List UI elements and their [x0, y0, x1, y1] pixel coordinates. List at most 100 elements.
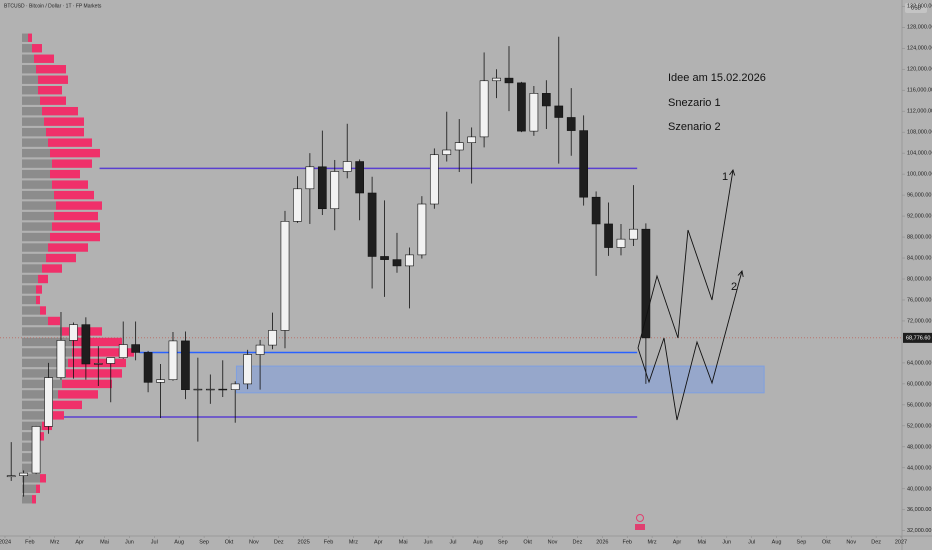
y-tick-label: 76,000.00: [907, 297, 931, 303]
candle-body: [255, 344, 265, 355]
y-tick-label: 104,000.00: [907, 151, 932, 157]
candle-body: [156, 379, 165, 383]
profile-bar: [22, 390, 58, 399]
profile-bar: [42, 264, 62, 273]
x-tick-label: Mrz: [349, 539, 358, 545]
candle-body: [230, 383, 240, 390]
profile-bar: [52, 400, 82, 410]
y-tick-label: 60,000.00: [907, 381, 931, 387]
candle-body: [417, 203, 427, 256]
candles: [6, 36, 651, 497]
x-tick-label: Dez: [871, 539, 881, 545]
profile-bar: [38, 432, 44, 441]
profile-bar: [22, 432, 38, 441]
profile-bar: [22, 138, 48, 147]
candle-body: [454, 142, 464, 151]
x-tick-label: Nov: [548, 539, 558, 545]
candle-body: [193, 388, 203, 391]
candle-body: [604, 223, 613, 248]
profile-bar: [22, 274, 38, 284]
candle-body: [106, 357, 116, 364]
profile-bar: [48, 316, 60, 326]
x-tick-label: Jul: [748, 539, 755, 545]
x-tick-label: 2027: [895, 539, 907, 545]
scenario-label: 2: [731, 281, 737, 293]
currency: USD: [911, 5, 922, 11]
x-tick-label: Aug: [174, 539, 184, 545]
candle-body: [56, 340, 66, 378]
profile-bar: [48, 243, 88, 252]
candle-body: [517, 82, 526, 132]
profile-bar: [22, 411, 50, 420]
candle-body: [243, 354, 252, 385]
profile-bar: [22, 148, 50, 158]
profile-bar: [32, 44, 42, 53]
candle-body: [641, 228, 651, 339]
profile-bar: [62, 379, 112, 389]
profile-bar: [22, 337, 72, 347]
profile-bar: [42, 106, 78, 116]
candle-body: [616, 238, 626, 248]
profile-bar: [36, 65, 66, 74]
profile-bar: [50, 148, 100, 158]
profile-bar: [22, 96, 40, 105]
event-icon[interactable]: [635, 524, 645, 530]
x-tick-label: Mai: [697, 539, 706, 545]
profile-bar: [44, 117, 84, 126]
profile-bar: [54, 211, 98, 221]
x-tick-label: Jun: [424, 539, 433, 545]
profile-bar: [22, 484, 36, 493]
y-tick-label: 124,000.00: [907, 46, 932, 52]
candle-body: [280, 221, 290, 331]
profile-bar: [22, 159, 52, 168]
candle-body: [268, 330, 277, 346]
candle-body: [629, 228, 638, 240]
candle-body: [591, 196, 601, 225]
candle-body: [429, 154, 439, 205]
x-tick-label: Mai: [399, 539, 408, 545]
profile-bar: [38, 86, 62, 95]
x-tick-label: Okt: [523, 539, 532, 545]
profile-bar: [66, 369, 122, 378]
profile-bar: [22, 453, 34, 462]
profile-bar: [22, 33, 28, 42]
profile-bar: [72, 348, 134, 357]
y-tick-label: 36,000.00: [907, 507, 931, 513]
candle-body: [317, 166, 327, 210]
candle-body: [31, 426, 41, 474]
candle-body: [293, 188, 302, 222]
x-tick-label: Jul: [449, 539, 456, 545]
candle-body: [554, 105, 564, 118]
profile-bar: [52, 180, 88, 189]
profile-bar: [28, 33, 32, 42]
x-tick-label: Okt: [822, 539, 831, 545]
annotation: Snezario 1: [668, 97, 721, 109]
profile-bar: [22, 327, 62, 336]
profile-bar: [22, 379, 62, 389]
x-tick-label: Feb: [622, 539, 631, 545]
x-tick-label: Feb: [25, 539, 34, 545]
x-tick-label: Jul: [151, 539, 158, 545]
profile-bar: [50, 411, 64, 420]
profile-bar: [22, 169, 50, 179]
y-tick-label: 116,000.00: [907, 88, 932, 94]
profile-bar: [22, 358, 68, 368]
x-tick-label: Sep: [199, 539, 209, 545]
y-tick-label: 96,000.00: [907, 193, 931, 199]
candle-body: [205, 388, 215, 391]
profile-bar: [22, 86, 38, 95]
profile-bar: [22, 190, 54, 200]
y-tick-label: 108,000.00: [907, 130, 932, 136]
event-icon[interactable]: [636, 514, 644, 522]
candle-body: [405, 254, 414, 267]
annotation: Szenario 2: [668, 121, 721, 133]
candle-body: [93, 363, 103, 365]
profile-bar: [22, 400, 52, 410]
profile-bar: [46, 253, 76, 263]
profile-bar: [54, 190, 94, 200]
last-price-box: [903, 332, 932, 343]
y-tick-label: 88,000.00: [907, 235, 931, 241]
profile-bar: [22, 348, 72, 357]
